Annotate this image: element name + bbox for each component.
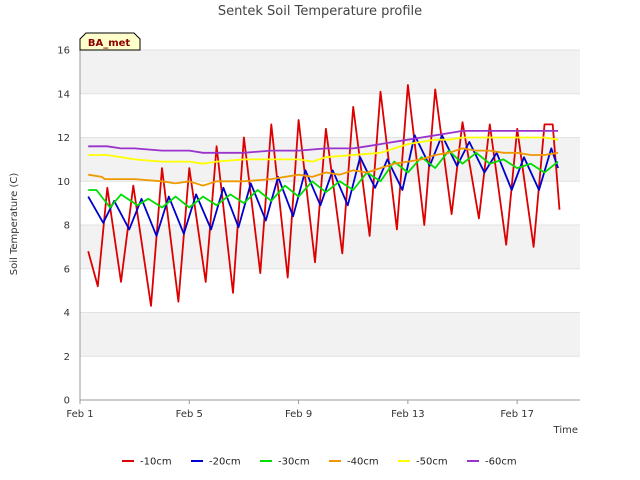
legend-label: -30cm bbox=[278, 457, 310, 468]
x-tick-label: Feb 17 bbox=[500, 409, 534, 420]
legend-item: -10cm bbox=[122, 457, 172, 468]
legend-label: -10cm bbox=[140, 457, 172, 468]
y-tick-label: 0 bbox=[64, 396, 70, 407]
series-line-60cmcm bbox=[88, 130, 559, 154]
tick-labels: 0 2 4 6 8 10 12 14 16 Feb 1 Feb 5 Feb 9 Feb 13 Feb 17 bbox=[57, 46, 534, 421]
y-axis-label: Soil Temperature (C) bbox=[9, 173, 20, 276]
y-tick-label: 4 bbox=[64, 308, 70, 319]
legend-item: -30cm bbox=[260, 457, 310, 468]
x-tick-label: Feb 13 bbox=[391, 409, 425, 420]
y-tick-label: 8 bbox=[64, 221, 70, 232]
y-tick-label: 10 bbox=[57, 177, 70, 188]
legend: -10cm -20cm -30cm -40cm -50cm -60cm bbox=[122, 457, 517, 468]
y-tick-label: 14 bbox=[57, 89, 70, 100]
chart-title: Sentek Soil Temperature profile bbox=[218, 4, 422, 19]
y-tick-label: 6 bbox=[64, 264, 70, 275]
x-tick-label: Feb 9 bbox=[285, 409, 312, 420]
plot-band bbox=[80, 225, 580, 269]
station-badge-shape bbox=[79, 32, 141, 51]
legend-item: -60cm bbox=[467, 457, 517, 468]
station-badge: BA_met bbox=[79, 32, 141, 51]
legend-item: -20cm bbox=[191, 457, 241, 468]
legend-item: -50cm bbox=[398, 457, 448, 468]
legend-label: -40cm bbox=[347, 457, 379, 468]
station-badge-label: BA_met bbox=[88, 38, 131, 49]
y-tick-label: 2 bbox=[64, 352, 70, 363]
x-tick-label: Feb 5 bbox=[176, 409, 203, 420]
series-line-30cmcm bbox=[88, 149, 559, 209]
series-line-40cmcm bbox=[88, 147, 559, 187]
series-line-50cmcm bbox=[88, 136, 559, 165]
legend-item: -40cm bbox=[329, 457, 379, 468]
legend-label: -60cm bbox=[485, 457, 517, 468]
y-tick-label: 16 bbox=[57, 46, 70, 57]
plot-band bbox=[80, 312, 580, 357]
y-tick-label: 12 bbox=[57, 133, 70, 144]
series-layer bbox=[87, 84, 561, 307]
x-axis-label: Time bbox=[553, 425, 578, 436]
axes bbox=[79, 50, 580, 401]
legend-label: -50cm bbox=[416, 457, 448, 468]
series-line-10cmcm bbox=[87, 84, 561, 307]
plot-band bbox=[80, 50, 580, 94]
x-tick-label: Feb 1 bbox=[66, 409, 93, 420]
legend-label: -20cm bbox=[209, 457, 241, 468]
